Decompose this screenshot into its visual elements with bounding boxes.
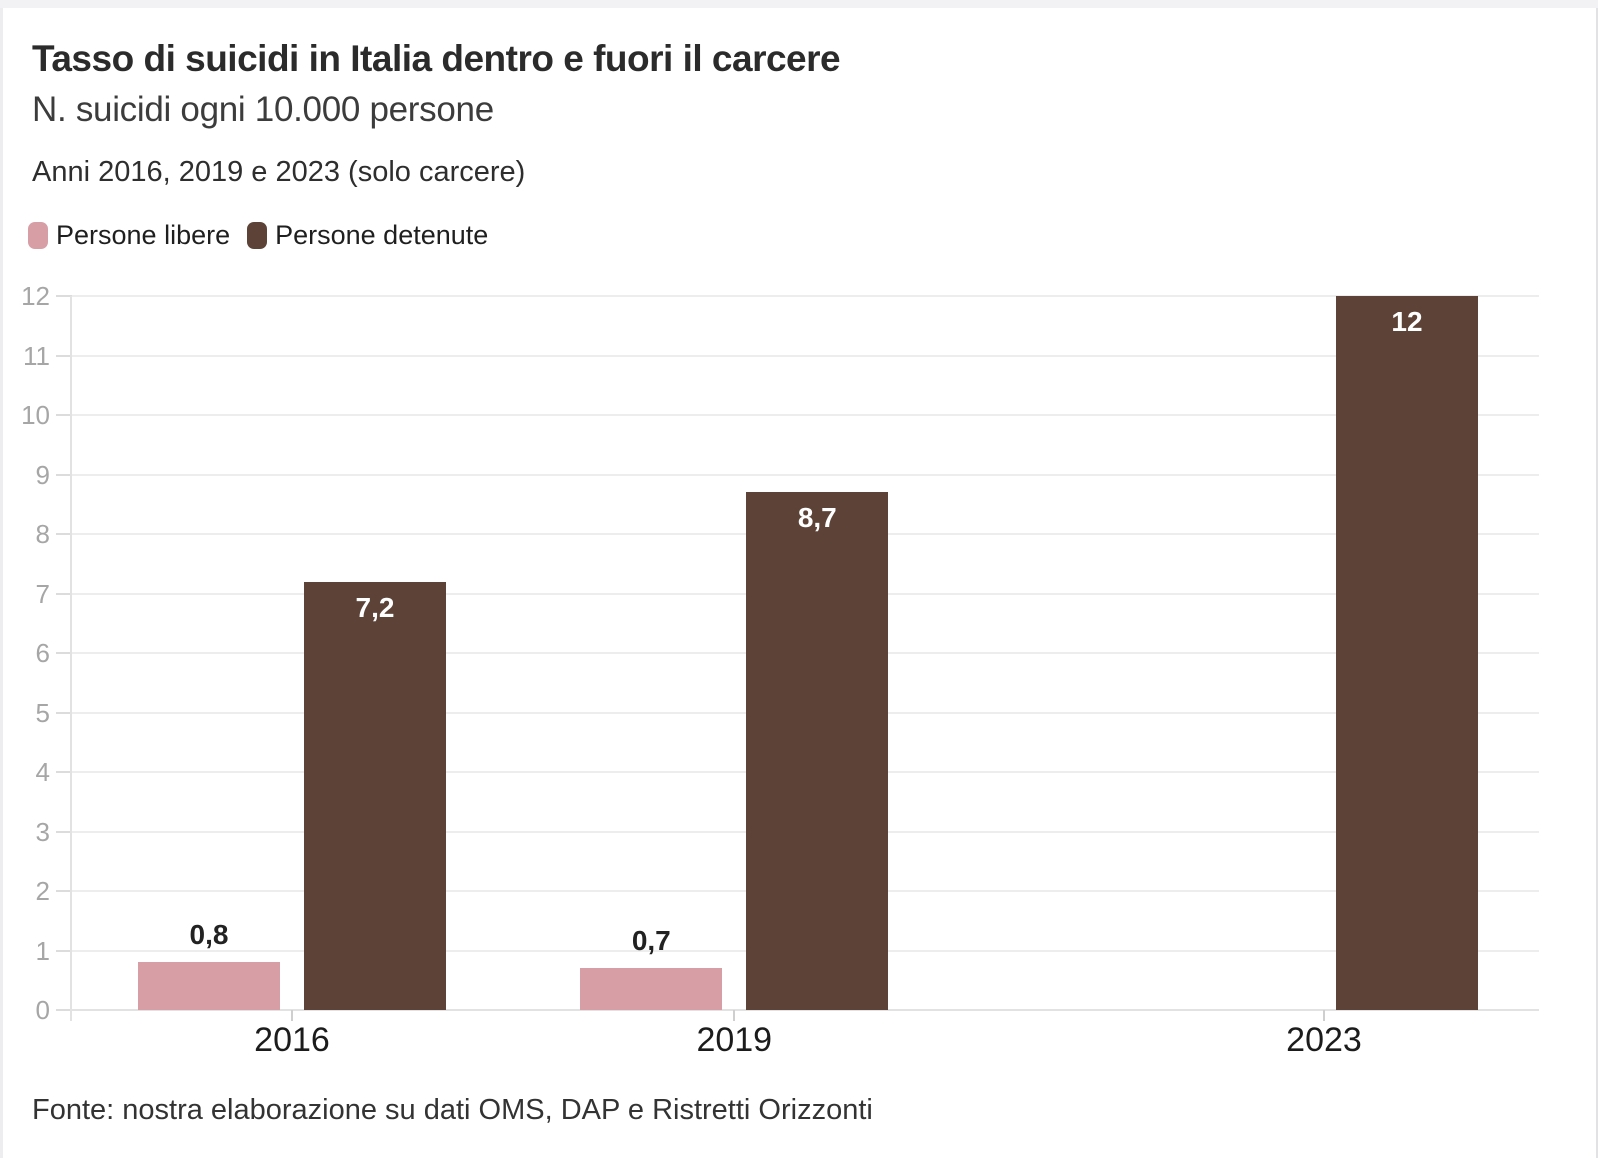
value-label-persone-detenute-2023: 12 xyxy=(1391,306,1423,337)
y-axis-label-1: 1 xyxy=(35,935,50,966)
y-axis-label-6: 6 xyxy=(35,638,50,668)
y-axis-tick-2 xyxy=(56,890,72,892)
chart-card: Tasso di suicidi in Italia dentro e fuor… xyxy=(0,8,1598,1158)
chart-title: Tasso di suicidi in Italia dentro e fuor… xyxy=(32,38,841,79)
legend-swatch-persone-libere xyxy=(28,221,48,249)
y-axis-label-2: 2 xyxy=(35,876,50,906)
legend-swatch-persone-detenute xyxy=(247,221,268,249)
x-axis-tick-2023 xyxy=(1323,1010,1325,1021)
gridline-y-10 xyxy=(72,414,1539,416)
y-axis-label-8: 8 xyxy=(35,519,50,549)
legend-label-persone-detenute: Persone detenute xyxy=(275,219,489,250)
gridline-y-0 xyxy=(72,1009,1539,1011)
legend-item-persone-libere[interactable]: Persone libere xyxy=(28,220,230,251)
legend: Persone libere Persone detenute xyxy=(28,220,488,250)
y-axis-tick-8 xyxy=(56,533,72,535)
y-axis-label-0: 0 xyxy=(35,995,50,1025)
y-axis-tick-10 xyxy=(56,414,72,416)
y-axis-tick-3 xyxy=(56,830,72,833)
y-axis-label-5: 5 xyxy=(35,697,50,728)
y-axis-tick-0 xyxy=(56,1009,72,1011)
x-axis-label-2016: 2016 xyxy=(254,1021,330,1059)
x-axis-label-2023: 2023 xyxy=(1286,1021,1362,1059)
y-axis-label-3: 3 xyxy=(35,816,50,847)
x-axis-tick-2016 xyxy=(291,1010,293,1021)
bar-persone-detenute-2019[interactable] xyxy=(746,492,889,1010)
y-axis-tick-4 xyxy=(56,771,72,773)
legend-item-persone-detenute[interactable]: Persone detenute xyxy=(247,220,488,251)
value-label-persone-libere-2019: 0,7 xyxy=(631,925,671,957)
x-axis-label-2019: 2019 xyxy=(696,1021,773,1059)
legend-label-persone-libere: Persone libere xyxy=(56,219,231,250)
chart-subtitle: N. suicidi ogni 10.000 persone xyxy=(32,90,494,129)
y-axis-label-4: 4 xyxy=(35,757,50,787)
y-axis-tick-9 xyxy=(56,473,72,476)
bar-persone-detenute-2016[interactable] xyxy=(304,581,446,1010)
y-axis-label-10: 10 xyxy=(21,400,50,430)
value-label-persone-detenute-2016: 7,2 xyxy=(355,591,395,623)
value-label-persone-libere-2016: 0,8 xyxy=(189,919,229,951)
y-axis-tick-11 xyxy=(56,354,72,357)
gridline-y-11 xyxy=(72,354,1539,357)
source-note: Fonte: nostra elaborazione su dati OMS, … xyxy=(32,1094,873,1126)
y-axis-label-12: 12 xyxy=(21,281,50,311)
y-axis-tick-5 xyxy=(56,711,72,714)
gridline-y-12 xyxy=(72,295,1539,297)
y-axis-label-9: 9 xyxy=(35,459,50,490)
y-axis-tick-12 xyxy=(56,295,72,297)
x-axis-tick-2019 xyxy=(733,1010,736,1021)
y-axis-label-7: 7 xyxy=(35,578,50,609)
bar-chart: 0 1 2 3 4 5 6 7 8 9 10 11 12 2016 0,8 7,2 2019 0,7 8,7 2023… xyxy=(3,8,1596,1158)
y-axis-tick-6 xyxy=(56,652,72,654)
value-label-persone-detenute-2019: 8,7 xyxy=(797,502,837,534)
chart-note: Anni 2016, 2019 e 2023 (solo carcere) xyxy=(32,156,526,188)
gridline-y-9 xyxy=(72,473,1539,476)
y-axis-line xyxy=(70,296,72,1021)
bar-persone-libere-2019[interactable] xyxy=(580,968,723,1010)
y-axis-label-11: 11 xyxy=(23,340,50,371)
y-axis-tick-7 xyxy=(56,592,72,595)
bar-persone-detenute-2023[interactable] xyxy=(1336,296,1478,1010)
bar-persone-libere-2016[interactable] xyxy=(138,962,280,1010)
y-axis-tick-1 xyxy=(56,949,72,952)
